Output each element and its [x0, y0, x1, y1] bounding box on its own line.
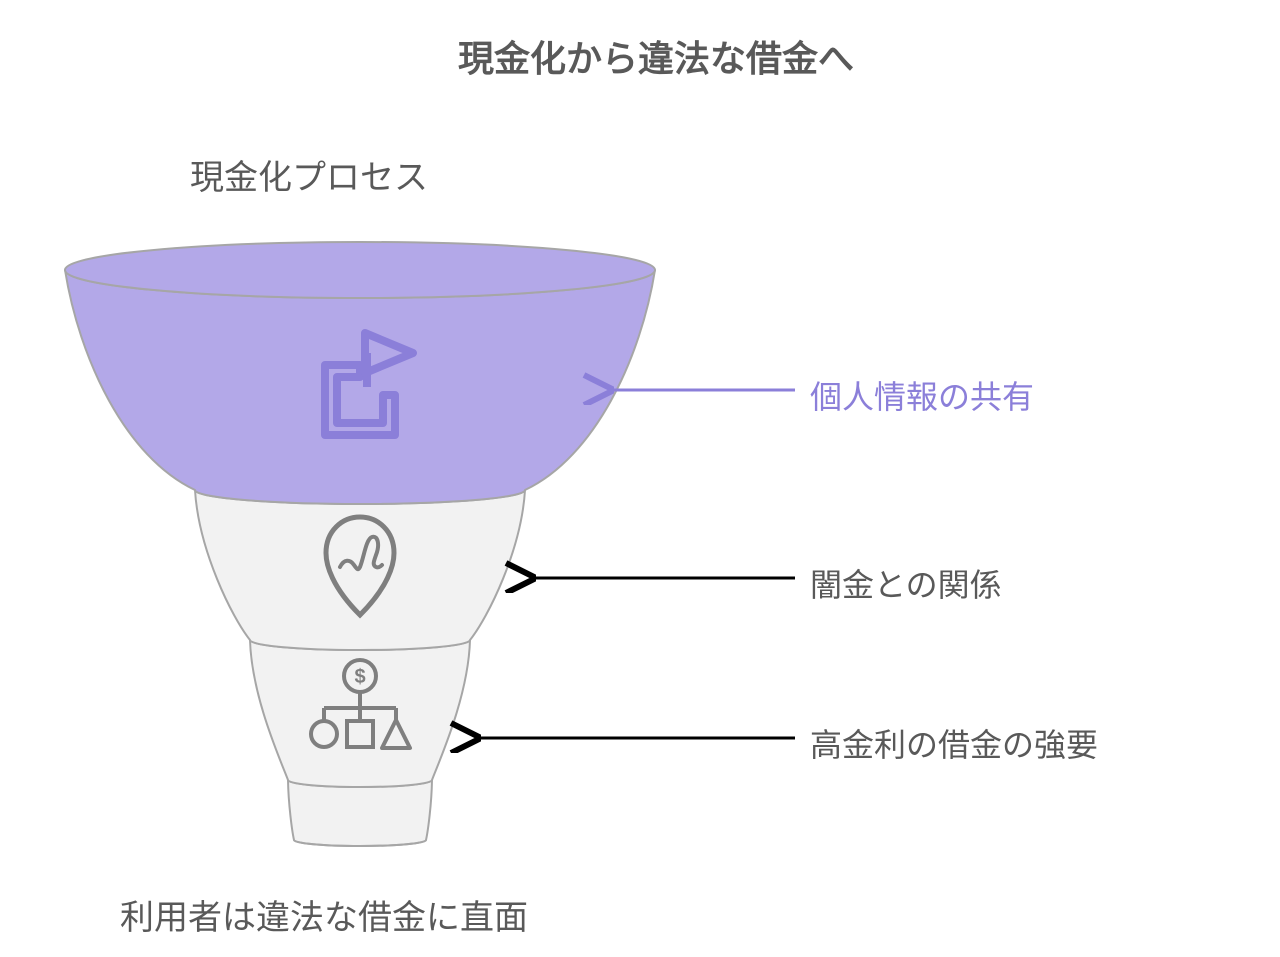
stage-3-label: 高金利の借金の強要 [810, 720, 1098, 766]
funnel-svg: $ [60, 240, 660, 860]
funnel-subtitle: 現金化プロセス [190, 150, 428, 199]
page-title: 現金化から違法な借金へ [458, 30, 854, 82]
stage-2-label: 闇金との関係 [810, 560, 1002, 606]
funnel-caption: 利用者は違法な借金に直面 [120, 890, 528, 939]
stage-1-label: 個人情報の共有 [810, 372, 1034, 418]
svg-text:$: $ [354, 666, 365, 688]
funnel-diagram: $ [60, 240, 660, 860]
